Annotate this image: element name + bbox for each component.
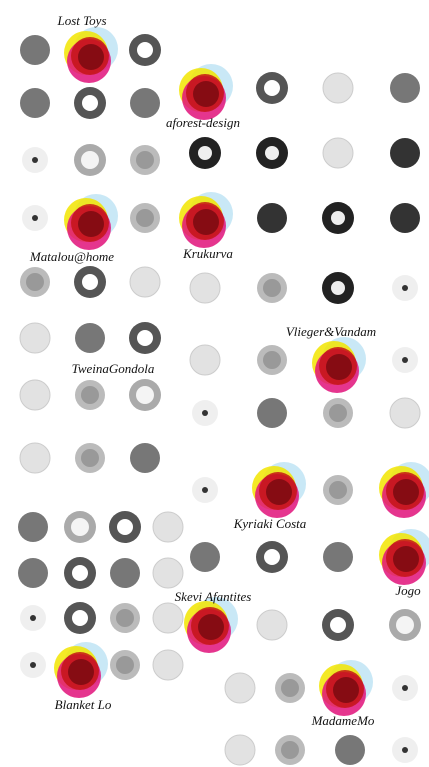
color-circle bbox=[333, 677, 359, 703]
dot-circle bbox=[264, 80, 280, 96]
dot-circle bbox=[19, 322, 51, 354]
dot-circle bbox=[331, 281, 345, 295]
designer-label: MadameMo bbox=[311, 713, 375, 728]
dot-circle bbox=[71, 518, 89, 536]
dot-circle bbox=[257, 203, 287, 233]
dot-circle bbox=[329, 481, 347, 499]
dot-circle bbox=[72, 610, 88, 626]
color-circle bbox=[193, 209, 219, 235]
dot-circle bbox=[110, 558, 140, 588]
designer-label: Matalou@home bbox=[29, 249, 114, 264]
dot-circle bbox=[198, 146, 212, 160]
dot-circle bbox=[81, 386, 99, 404]
dot-circle bbox=[190, 542, 220, 572]
dot-circle bbox=[19, 442, 51, 474]
dot-circle bbox=[224, 734, 256, 766]
designer-label: Blanket Lo bbox=[55, 697, 112, 712]
color-circle bbox=[266, 479, 292, 505]
color-circle bbox=[78, 44, 104, 70]
designer-label: Krukurva bbox=[182, 246, 233, 261]
dot-circle bbox=[402, 747, 408, 753]
dot-circle bbox=[189, 272, 221, 304]
designer-label: Jogo bbox=[395, 583, 421, 598]
dot-circle bbox=[389, 397, 421, 429]
dot-circle bbox=[130, 443, 160, 473]
dot-circle bbox=[390, 73, 420, 103]
dot-circle bbox=[137, 42, 153, 58]
dot-circle bbox=[32, 215, 38, 221]
dot-circle bbox=[136, 151, 154, 169]
dot-circle bbox=[20, 88, 50, 118]
dot-circle bbox=[263, 279, 281, 297]
dot-circle bbox=[322, 137, 354, 169]
dot-circle bbox=[18, 558, 48, 588]
dot-circle bbox=[402, 357, 408, 363]
dot-circle bbox=[189, 344, 221, 376]
dot-circle bbox=[136, 209, 154, 227]
dot-circle bbox=[402, 685, 408, 691]
designer-label: aforest-design bbox=[166, 115, 240, 130]
dot-circle bbox=[30, 662, 36, 668]
color-circle bbox=[68, 659, 94, 685]
dot-circle bbox=[322, 72, 354, 104]
dot-circle bbox=[323, 542, 353, 572]
dot-circle bbox=[202, 410, 208, 416]
designer-label: Vlieger&Vandam bbox=[286, 324, 376, 339]
dot-circle bbox=[265, 146, 279, 160]
dot-circle bbox=[202, 487, 208, 493]
color-circle bbox=[198, 614, 224, 640]
dot-circle bbox=[152, 511, 184, 543]
dot-circle bbox=[152, 557, 184, 589]
dot-circle bbox=[152, 649, 184, 681]
dot-circle bbox=[396, 616, 414, 634]
dot-circle bbox=[82, 274, 98, 290]
dot-circle bbox=[26, 273, 44, 291]
color-circle bbox=[326, 354, 352, 380]
dot-circle bbox=[263, 351, 281, 369]
dot-circle bbox=[32, 157, 38, 163]
dot-circle bbox=[329, 404, 347, 422]
dot-circle bbox=[130, 88, 160, 118]
dot-circle bbox=[281, 741, 299, 759]
dot-circle bbox=[20, 35, 50, 65]
dot-circle bbox=[331, 211, 345, 225]
dot-circle bbox=[129, 266, 161, 298]
color-circle bbox=[78, 211, 104, 237]
color-circle bbox=[393, 546, 419, 572]
color-circle bbox=[393, 479, 419, 505]
dot-circle bbox=[72, 565, 88, 581]
dot-circle bbox=[330, 617, 346, 633]
dot-circle bbox=[390, 138, 420, 168]
dot-circle bbox=[257, 398, 287, 428]
dot-circle bbox=[335, 735, 365, 765]
dot-circle bbox=[19, 379, 51, 411]
dot-circle bbox=[75, 323, 105, 353]
designer-label: Lost Toys bbox=[56, 13, 106, 28]
color-circle bbox=[193, 81, 219, 107]
dot-circle bbox=[82, 95, 98, 111]
dot-circle bbox=[224, 672, 256, 704]
dot-circle bbox=[264, 549, 280, 565]
designer-label: Skevi Afantites bbox=[175, 589, 252, 604]
designer-label: Kyriaki Costa bbox=[233, 516, 307, 531]
dot-circle bbox=[30, 615, 36, 621]
dot-circle bbox=[281, 679, 299, 697]
dot-circle bbox=[136, 386, 154, 404]
dot-circle bbox=[152, 602, 184, 634]
designer-label: TweinaGondola bbox=[72, 361, 155, 376]
dot-circle bbox=[256, 609, 288, 641]
dot-circle bbox=[81, 151, 99, 169]
dot-circle bbox=[116, 656, 134, 674]
dot-circle bbox=[137, 330, 153, 346]
dot-circle bbox=[18, 512, 48, 542]
dot-circle bbox=[81, 449, 99, 467]
dot-circle bbox=[402, 285, 408, 291]
dot-circle bbox=[116, 609, 134, 627]
dot-circle bbox=[117, 519, 133, 535]
dot-circle bbox=[390, 203, 420, 233]
